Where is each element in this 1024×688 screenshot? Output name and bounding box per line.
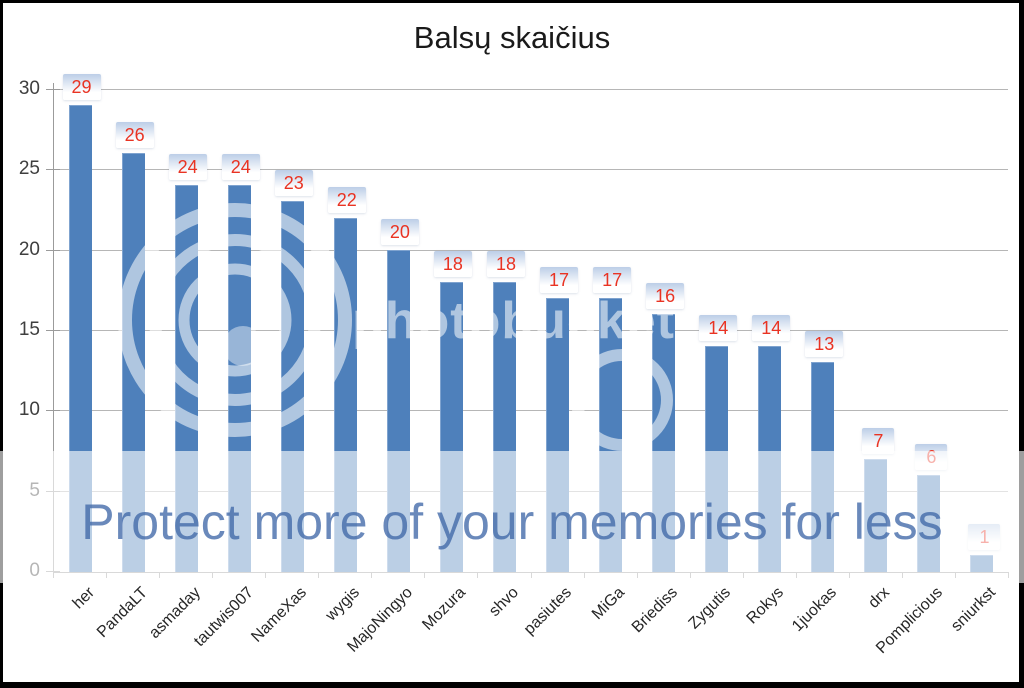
bar-value-label: 24 — [221, 154, 260, 181]
bar — [492, 281, 516, 572]
x-axis-tick — [265, 572, 267, 578]
bar-value-label: 14 — [699, 315, 738, 342]
bar — [546, 297, 570, 572]
y-tick-label: 0 — [29, 560, 40, 581]
bar-value-label: 18 — [433, 250, 472, 277]
x-axis-tick — [424, 572, 426, 578]
bar-value-label: 18 — [486, 250, 525, 277]
bar — [68, 105, 92, 572]
bar — [333, 217, 357, 572]
grid-line — [53, 330, 1008, 331]
x-axis-tick — [795, 572, 797, 578]
bar — [439, 281, 463, 572]
x-axis-tick — [212, 572, 214, 578]
grid-line — [53, 410, 1008, 412]
chart-title: Balsų skaičius — [413, 20, 611, 55]
y-axis-line — [53, 83, 54, 573]
bar — [705, 346, 729, 572]
x-axis-tick — [848, 572, 850, 578]
bar — [599, 297, 623, 572]
grid-line — [53, 89, 1008, 90]
bar — [280, 201, 304, 572]
x-axis-tick — [954, 572, 956, 578]
bar-value-label: 6 — [915, 443, 948, 470]
bar — [970, 554, 994, 572]
x-axis-tick — [53, 572, 54, 578]
x-axis-tick — [1008, 572, 1009, 578]
x-axis-tick — [742, 572, 744, 578]
bar-value-label: 24 — [168, 154, 207, 181]
bar-value-label: 7 — [862, 427, 895, 454]
bar-value-label: 29 — [62, 74, 101, 101]
x-axis-tick — [530, 572, 532, 578]
x-axis-tick — [901, 572, 903, 578]
bar — [121, 153, 145, 572]
bar-value-label: 1 — [968, 523, 1001, 550]
y-tick-label: 25 — [18, 158, 40, 180]
grid-line — [53, 249, 1008, 251]
x-axis-tick — [159, 572, 161, 578]
y-tick-label: 5 — [29, 479, 40, 501]
bar-value-label: 20 — [380, 218, 419, 245]
bar-value-label: 17 — [593, 266, 632, 293]
image-border-bottom — [0, 682, 1024, 688]
x-axis-tick — [636, 572, 638, 578]
bar-value-label: 16 — [646, 282, 685, 309]
bar — [864, 458, 888, 572]
bar-value-label: 14 — [752, 315, 791, 342]
bar-value-label: 26 — [115, 122, 154, 149]
y-tick-label: 10 — [18, 399, 40, 421]
bar — [917, 474, 941, 572]
image-border-left — [0, 0, 3, 688]
bar — [652, 313, 676, 572]
x-axis-tick — [583, 572, 585, 578]
bar — [174, 185, 198, 572]
x-axis-tick — [371, 572, 373, 578]
bar-value-label: 22 — [327, 186, 366, 213]
x-axis-tick — [106, 572, 108, 578]
image-border-top — [0, 0, 1024, 3]
image-border-right — [1019, 0, 1024, 688]
bar — [386, 249, 410, 572]
grid-line — [53, 169, 1008, 171]
bar — [758, 346, 782, 572]
x-axis-tick — [477, 572, 479, 578]
bar-value-label: 13 — [805, 331, 844, 358]
y-tick-label: 20 — [18, 238, 40, 260]
x-axis-tick — [318, 572, 320, 578]
bar-value-label: 17 — [540, 266, 579, 293]
y-tick-label: 15 — [18, 319, 40, 340]
bar-value-label: 23 — [274, 170, 313, 197]
x-axis-tick — [689, 572, 691, 578]
y-tick-label: 30 — [18, 78, 40, 99]
bar — [227, 185, 251, 572]
bar — [811, 362, 835, 572]
